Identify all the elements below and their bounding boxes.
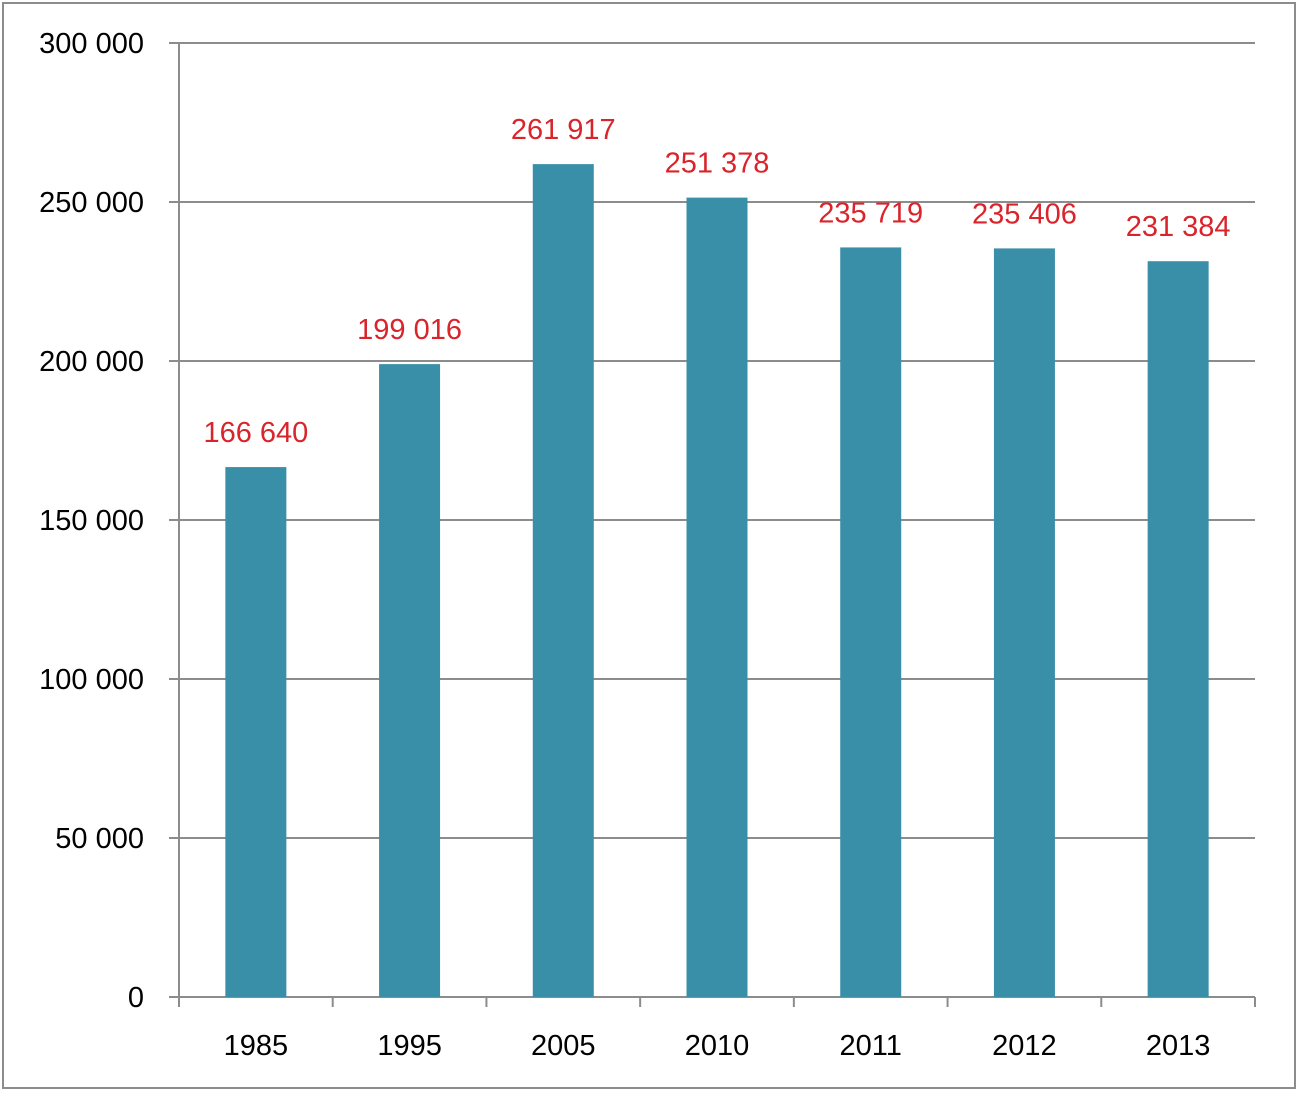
y-axis-tick-labels: 0 50 000 100 000 150 000 200 000 250 000 300 0… bbox=[39, 28, 144, 1014]
x-tick-label-2013: 2013 bbox=[1146, 1030, 1211, 1062]
data-label-1985: 166 640 bbox=[203, 417, 308, 449]
data-label-1995: 199 016 bbox=[357, 314, 462, 346]
bars bbox=[225, 164, 1209, 998]
y-tick-label: 50 000 bbox=[55, 823, 144, 855]
x-tick-label-1985: 1985 bbox=[224, 1030, 289, 1062]
bar-1995 bbox=[379, 364, 441, 997]
bar-1985 bbox=[225, 467, 287, 997]
x-tick-label-2005: 2005 bbox=[531, 1030, 596, 1062]
data-label-2011: 235 719 bbox=[818, 197, 923, 229]
x-tick-label-2010: 2010 bbox=[685, 1030, 750, 1062]
bar-2012 bbox=[993, 248, 1055, 997]
bar-2010 bbox=[686, 197, 748, 997]
x-tick-label-2011: 2011 bbox=[840, 1030, 902, 1062]
x-tick-label-2012: 2012 bbox=[992, 1030, 1057, 1062]
data-label-2013: 231 384 bbox=[1126, 211, 1231, 243]
y-tick-label: 200 000 bbox=[39, 346, 144, 378]
y-tick-label: 300 000 bbox=[39, 28, 144, 60]
data-label-2005: 261 917 bbox=[511, 114, 616, 146]
bar-2005 bbox=[532, 164, 594, 997]
y-tick-label: 250 000 bbox=[39, 187, 144, 219]
data-label-2012: 235 406 bbox=[972, 198, 1077, 230]
x-tick-label-1995: 1995 bbox=[377, 1030, 442, 1062]
bar-2011 bbox=[840, 247, 902, 997]
y-tick-label: 100 000 bbox=[39, 664, 144, 696]
data-label-2010: 251 378 bbox=[665, 148, 770, 180]
data-labels: 166 640 199 016 261 917 251 378 235 719 235 4… bbox=[203, 114, 1230, 449]
y-tick-label: 0 bbox=[128, 982, 144, 1014]
bar-2013 bbox=[1147, 261, 1209, 998]
x-axis-tick-labels: 1985 1995 2005 2010 2011 2012 2013 bbox=[224, 1030, 1211, 1062]
y-tick-label: 150 000 bbox=[39, 505, 144, 537]
